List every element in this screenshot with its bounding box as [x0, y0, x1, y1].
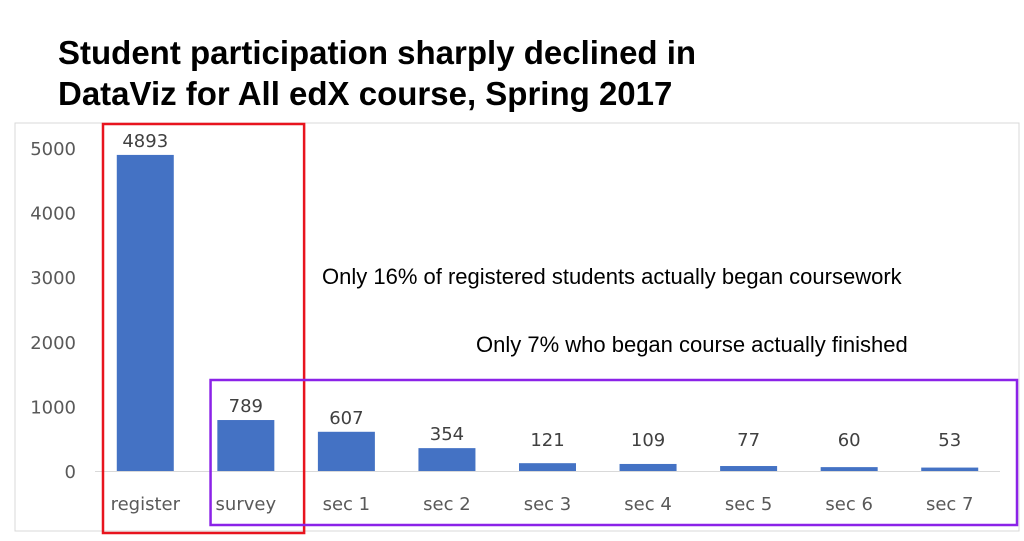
highlight-box-red	[101, 122, 306, 535]
bar	[519, 463, 576, 471]
bar	[921, 467, 979, 471]
y-tick-label: 5000	[30, 139, 76, 160]
chart-frame	[14, 122, 1020, 532]
category-label: sec 1	[323, 494, 371, 515]
data-label: 53	[938, 430, 961, 451]
bar	[619, 463, 677, 471]
bar	[317, 431, 375, 471]
y-tick-label: 4000	[30, 204, 76, 225]
data-label: 109	[631, 430, 665, 451]
annotation-began-coursework: Only 16% of registered students actually…	[322, 264, 902, 289]
data-label: 60	[838, 430, 861, 451]
highlight-box-purple	[209, 378, 1019, 527]
data-label: 77	[737, 430, 760, 451]
data-label: 4893	[122, 131, 168, 152]
category-label: sec 7	[926, 494, 974, 515]
bar	[217, 420, 275, 471]
y-tick-label: 2000	[30, 333, 76, 354]
annotation-finished-course: Only 7% who began course actually finish…	[476, 332, 908, 357]
category-label: register	[111, 494, 181, 515]
bar	[820, 467, 878, 471]
category-label: sec 5	[725, 494, 773, 515]
bar	[418, 448, 476, 471]
category-label: sec 6	[825, 494, 873, 515]
y-tick-label: 3000	[30, 268, 76, 289]
bar	[720, 466, 778, 471]
data-label: 121	[530, 430, 564, 451]
chart-title-line-1: Student participation sharply declined i…	[58, 34, 697, 71]
y-tick-label: 1000	[30, 397, 76, 418]
y-tick-label: 0	[65, 462, 76, 483]
chart-title: Student participation sharply declined i…	[58, 32, 958, 114]
data-label: 789	[229, 396, 263, 417]
chart-title-line-2: DataViz for All edX course, Spring 2017	[58, 75, 673, 112]
bar	[116, 154, 174, 471]
category-label: sec 2	[423, 494, 471, 515]
category-label: survey	[216, 494, 277, 515]
category-label: sec 4	[624, 494, 672, 515]
category-label: sec 3	[524, 494, 572, 515]
data-label: 607	[329, 408, 363, 429]
data-label: 354	[430, 424, 464, 445]
